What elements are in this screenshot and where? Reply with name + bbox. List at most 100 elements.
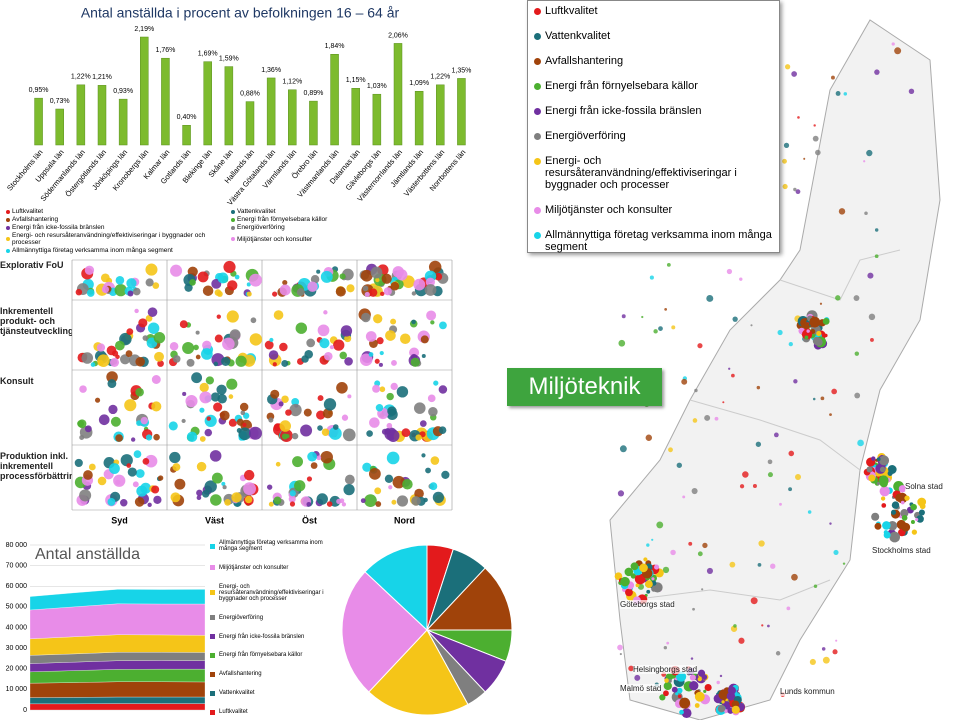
decor-bubble [272,362,277,367]
legend-label: Energi- och resursåteranvändning/effekti… [545,155,737,191]
legend-label: Energi från förnyelsebara källor [545,80,698,92]
decor-dot [714,416,719,421]
decor-dot [731,373,735,378]
legend-item: Energi- och resursåteranvändning/effekti… [6,232,231,246]
decor-dot [691,488,698,495]
decor-bubble [880,496,886,501]
decor-bubble [329,345,335,350]
decor-bubble [891,501,900,509]
decor-dot [722,401,725,404]
legend-item: Energiöverföring [231,224,446,231]
decor-dot [692,607,695,611]
decor-dot [664,308,668,311]
decor-dot [758,540,765,547]
decor-bubble [243,482,256,496]
decor-bubble [135,387,144,397]
decor-dot [704,414,711,421]
decor-bubble [689,674,696,681]
decor-bubble [871,456,876,461]
decor-bubble [126,328,134,336]
decor-bubble [145,315,153,322]
decor-bubble [134,497,145,507]
decor-bubble [916,515,924,523]
map-label: Göteborgs stad [620,600,675,609]
row-label: Konsult [0,376,34,386]
decor-bubble [291,432,299,440]
decor-bubble [679,709,684,715]
decor-bubble [316,493,328,505]
decor-bubble [341,502,347,507]
decor-bubble [890,509,897,515]
decor-bubble [876,482,880,486]
decor-bubble [303,408,312,417]
bar [161,57,170,146]
decor-bubble [411,291,417,296]
decor-dot [894,47,902,55]
decor-bubble [213,402,223,412]
decor-bubble [681,708,692,719]
bar [76,84,86,146]
decor-bubble [336,498,342,504]
decor-bubble [421,353,426,358]
decor-dot [658,326,663,331]
legend-item: Energi från förnyelsebara källor [231,216,446,223]
decor-bubble [142,457,150,465]
row-label: Explorativ FoU [0,260,64,270]
decor-dot [761,624,764,627]
decor-bubble [169,451,181,464]
decor-bubble [374,358,380,364]
decor-bubble [196,461,207,472]
decor-bubble [386,429,400,442]
decor-dot [692,418,698,423]
decor-bubble [430,320,435,325]
decor-bubble [322,408,333,419]
decor-bubble [281,395,289,403]
decor-bubble [77,420,84,428]
decor-bubble [901,515,908,521]
chart-bg [0,0,480,205]
legend-item: Allmännyttiga företag verksamma inom mån… [534,229,773,253]
decor-dot [891,42,895,46]
decor-dot [742,471,749,478]
decor-bubble [289,501,296,507]
decor-bubble [664,678,669,683]
decor-bubble [667,678,672,683]
decor-bubble [426,310,437,321]
bar [224,66,234,146]
decor-bubble [97,359,104,366]
decor-dot [681,378,688,385]
decor-dot [682,495,686,499]
decor-dot [866,149,873,157]
decor-bubble [319,338,330,349]
decor-bubble [882,521,891,530]
decor-dot [617,644,623,651]
value-label: 0,88% [240,90,260,97]
decor-bubble [221,481,226,486]
legend-item: Energiöverföring [534,130,773,142]
row-label-box: Explorativ FoU [0,260,64,270]
decor-bubble [202,340,212,351]
value-label: 1,35% [451,67,471,74]
decor-bubble [380,291,385,297]
decor-bubble [868,474,876,482]
decor-bubble [421,453,426,458]
decor-bubble [266,484,273,490]
decor-dot [831,75,835,80]
row-label: Inkrementell produkt- och tjänsteutveckl… [0,306,72,336]
decor-bubble [135,357,145,367]
decor-dot [795,189,801,195]
decor-bubble [81,352,94,364]
legend-label: Avfallshantering [12,216,59,223]
decor-bubble [822,317,830,325]
decor-bubble [124,399,137,412]
legend-swatch [6,237,10,241]
decor-bubble [157,475,164,481]
decor-bubble [413,278,426,291]
decor-bubble [415,434,422,441]
decor-bubble [214,289,222,296]
decor-bubble [147,502,152,507]
decor-bubble [96,343,106,352]
decor-dot [656,521,664,529]
decor-bubble [694,703,700,708]
decor-dot [662,566,670,574]
